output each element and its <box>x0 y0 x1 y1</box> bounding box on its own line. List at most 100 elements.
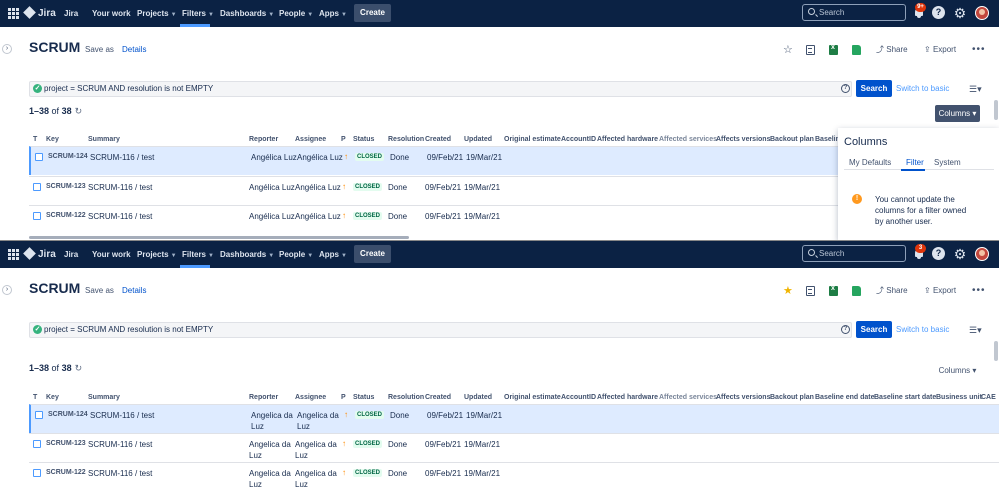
search-button[interactable]: Search <box>856 80 892 97</box>
nav-apps[interactable]: Apps ▼ <box>319 9 347 18</box>
excel-icon[interactable] <box>829 285 838 296</box>
issue-key[interactable]: SCRUM-122 <box>46 469 86 476</box>
col-backout-plan[interactable]: Backout plan <box>770 394 814 401</box>
horizontal-scrollbar[interactable] <box>29 236 409 239</box>
details-link[interactable]: Details <box>122 286 147 295</box>
switch-to-basic-link[interactable]: Switch to basic <box>896 325 950 334</box>
col-backout-plan[interactable]: Backout plan <box>770 136 814 143</box>
col-original-estimate[interactable]: Original estimate <box>504 136 561 143</box>
col-affected-hardware[interactable]: Affected hardware <box>597 394 659 401</box>
col-resolution[interactable]: Resolution <box>388 136 425 143</box>
col-affected-hardware[interactable]: Affected hardware <box>597 136 659 143</box>
nav-people[interactable]: People ▼ <box>279 9 314 18</box>
nav-projects[interactable]: Projects ▼ <box>137 250 177 259</box>
issue-summary[interactable]: SCRUM-116 / test <box>90 153 155 162</box>
list-view-icon[interactable] <box>806 45 815 55</box>
table-row[interactable]: SCRUM-123 SCRUM-116 / test Angelica da L… <box>29 433 999 462</box>
refresh-icon[interactable]: ↻ <box>74 363 83 373</box>
help-icon[interactable] <box>932 6 946 20</box>
table-row[interactable]: SCRUM-122 SCRUM-116 / test Angelica da L… <box>29 462 999 491</box>
nav-dashboards[interactable]: Dashboards ▼ <box>220 9 275 18</box>
col-priority[interactable]: P <box>341 136 346 143</box>
share-button[interactable]: ⤴ Share <box>876 45 908 54</box>
tab-filter[interactable]: Filter <box>906 158 924 167</box>
view-options-icon[interactable]: ☰▾ <box>969 84 982 94</box>
excel-icon[interactable] <box>829 44 838 55</box>
table-row[interactable]: SCRUM-124 SCRUM-116 / test Angélica Luz … <box>29 146 999 175</box>
col-priority[interactable]: P <box>341 394 346 401</box>
sidebar-toggle-icon[interactable]: › <box>2 44 12 54</box>
columns-button[interactable]: Columns ▾ <box>938 366 977 375</box>
global-search[interactable] <box>802 4 906 21</box>
col-created[interactable]: Created <box>425 394 452 401</box>
col-baseline-end-date[interactable]: Baseline end date <box>815 394 875 401</box>
sidebar-toggle-icon[interactable]: › <box>2 285 12 295</box>
col-key[interactable]: Key <box>46 394 59 401</box>
create-button[interactable]: Create <box>354 245 391 263</box>
search-input[interactable] <box>819 247 903 260</box>
col-affects-versions[interactable]: Affects versions <box>716 136 771 143</box>
jira-logo[interactable]: Jira <box>23 241 56 268</box>
col-baseline-start-date[interactable]: Baseline start date <box>874 394 937 401</box>
gear-icon[interactable]: ⚙ <box>953 5 967 21</box>
col-reporter[interactable]: Reporter <box>249 136 279 143</box>
table-row[interactable]: SCRUM-124 SCRUM-116 / test Angelica da L… <box>29 404 999 433</box>
vertical-scrollbar[interactable] <box>994 341 998 361</box>
save-as-button[interactable]: Save as <box>85 286 114 295</box>
sheets-icon[interactable] <box>852 45 861 55</box>
refresh-icon[interactable]: ↻ <box>74 106 83 116</box>
app-switcher-icon[interactable] <box>8 8 19 19</box>
nav-your-work[interactable]: Your work <box>92 250 131 259</box>
help-icon[interactable]: ? <box>841 325 850 334</box>
col-type[interactable]: T <box>33 394 38 401</box>
more-icon[interactable]: ••• <box>972 44 986 55</box>
star-icon[interactable]: ☆ <box>783 44 793 56</box>
col-affected-services[interactable]: Affected services <box>659 394 717 401</box>
col-baseline-truncated[interactable]: Baseline <box>815 136 844 143</box>
table-row[interactable]: SCRUM-123 SCRUM-116 / test Angélica Luz … <box>29 176 999 205</box>
col-key[interactable]: Key <box>46 136 59 143</box>
search-input[interactable] <box>819 6 903 19</box>
global-search[interactable] <box>802 245 906 262</box>
col-summary[interactable]: Summary <box>88 394 120 401</box>
col-type[interactable]: T <box>33 136 38 143</box>
nav-filters[interactable]: Filters ▼ <box>182 250 214 259</box>
col-updated[interactable]: Updated <box>464 394 492 401</box>
gear-icon[interactable]: ⚙ <box>953 246 967 262</box>
help-icon[interactable] <box>932 247 946 261</box>
nav-jira[interactable]: Jira <box>64 250 79 259</box>
issue-summary[interactable]: SCRUM-116 / test <box>90 411 155 420</box>
tab-system[interactable]: System <box>934 158 961 167</box>
issue-summary[interactable]: SCRUM-116 / test <box>88 469 153 478</box>
issue-summary[interactable]: SCRUM-116 / test <box>88 440 153 449</box>
col-accountid[interactable]: AccountID <box>561 394 596 401</box>
col-affects-versions[interactable]: Affects versions <box>716 394 771 401</box>
switch-to-basic-link[interactable]: Switch to basic <box>896 84 950 93</box>
col-status[interactable]: Status <box>353 394 375 401</box>
nav-people[interactable]: People ▼ <box>279 250 314 259</box>
search-button[interactable]: Search <box>856 321 892 338</box>
tab-my-defaults[interactable]: My Defaults <box>849 158 892 167</box>
nav-projects[interactable]: Projects ▼ <box>137 9 177 18</box>
issue-summary[interactable]: SCRUM-116 / test <box>88 183 153 192</box>
avatar[interactable] <box>975 6 989 20</box>
share-button[interactable]: ⤴ Share <box>876 286 908 295</box>
avatar[interactable] <box>975 247 989 261</box>
issue-summary[interactable]: SCRUM-116 / test <box>88 212 153 221</box>
nav-dashboards[interactable]: Dashboards ▼ <box>220 250 275 259</box>
col-summary[interactable]: Summary <box>88 136 120 143</box>
app-switcher-icon[interactable] <box>8 249 19 260</box>
nav-apps[interactable]: Apps ▼ <box>319 250 347 259</box>
col-cab-truncated[interactable]: CAE <box>981 394 996 401</box>
table-row[interactable]: SCRUM-122 SCRUM-116 / test Angélica Luz … <box>29 205 999 234</box>
col-business-unit[interactable]: Business unit <box>936 394 982 401</box>
bell-icon[interactable] <box>912 247 926 261</box>
col-assignee[interactable]: Assignee <box>295 136 327 143</box>
issue-key[interactable]: SCRUM-124 <box>48 153 88 160</box>
col-resolution[interactable]: Resolution <box>388 394 425 401</box>
vertical-scrollbar[interactable] <box>994 100 998 120</box>
list-view-icon[interactable] <box>806 286 815 296</box>
view-options-icon[interactable]: ☰▾ <box>969 325 982 335</box>
bell-icon[interactable] <box>912 6 926 20</box>
create-button[interactable]: Create <box>354 4 391 22</box>
